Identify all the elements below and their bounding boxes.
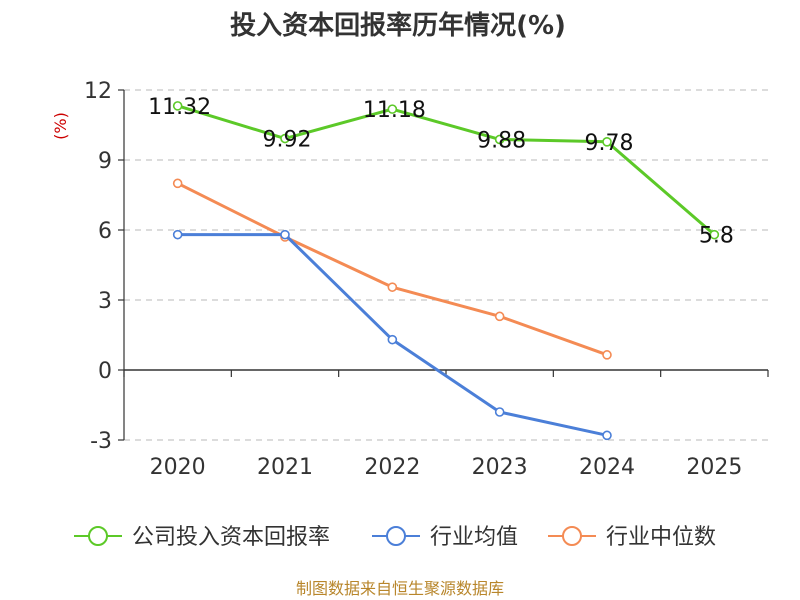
- x-tick-label: 2021: [257, 455, 313, 480]
- data-point: [494, 134, 505, 145]
- data-point: [387, 334, 398, 345]
- data-point: [602, 137, 612, 147]
- legend-label: 公司投入资本回报率: [132, 525, 330, 550]
- legend-item: 行业均值: [372, 525, 518, 550]
- y-tick-label: 6: [98, 219, 112, 244]
- y-tick-label: 0: [98, 359, 112, 384]
- data-point: [387, 282, 398, 292]
- y-tick-label: 3: [98, 289, 112, 314]
- data-label: 11.18: [363, 98, 426, 123]
- axes: 12 9 6 3 0 -3 2020 2021 2022 2023 2024 2025: [84, 79, 769, 480]
- x-tick-label: 2023: [472, 455, 528, 480]
- data-point: [280, 133, 290, 144]
- data-label: 9.78: [585, 131, 634, 156]
- data-point: [494, 407, 505, 417]
- x-tick-label: 2024: [579, 455, 635, 480]
- data-labels: 11.32 9.92 11.18 9.88 9.78 5.8: [148, 95, 734, 249]
- data-point: [280, 229, 290, 240]
- legend-item: 公司投入资本回报率: [74, 525, 330, 550]
- y-tick-label: 9: [98, 149, 112, 174]
- series-line: [177, 104, 716, 236]
- data-point: [709, 229, 720, 240]
- grid: [124, 89, 768, 441]
- x-tick-label: 2022: [364, 455, 420, 480]
- series-line: [176, 181, 608, 357]
- series: [172, 101, 720, 441]
- legend: 公司投入资本回报率 行业均值 行业中位数: [74, 525, 716, 550]
- data-label: 11.32: [148, 95, 211, 120]
- legend-marker-circle: [88, 526, 108, 546]
- data-point: [172, 229, 183, 240]
- source-note: 制图数据来自恒生聚源数据库: [296, 579, 504, 598]
- legend-item: 行业中位数: [548, 525, 716, 550]
- data-point: [387, 104, 398, 114]
- legend-marker-circle: [386, 526, 406, 546]
- x-tick-label: 2020: [150, 455, 206, 480]
- data-point: [172, 101, 183, 111]
- y-tick-label: 12: [84, 79, 112, 104]
- legend-marker-circle: [562, 526, 582, 546]
- y-tick-label: -3: [90, 429, 112, 454]
- data-point: [494, 311, 505, 322]
- data-point: [602, 350, 612, 360]
- legend-label: 行业均值: [430, 525, 518, 550]
- chart-title: 投入资本回报率历年情况(%): [230, 10, 566, 41]
- data-label: 9.92: [263, 128, 312, 153]
- data-label: 5.8: [699, 224, 734, 249]
- data-label: 9.88: [477, 128, 526, 153]
- x-tick-label: 2025: [686, 455, 742, 480]
- data-point: [172, 178, 183, 189]
- data-point: [602, 430, 612, 441]
- legend-label: 行业中位数: [606, 525, 716, 550]
- y-axis-unit: (%): [51, 112, 70, 140]
